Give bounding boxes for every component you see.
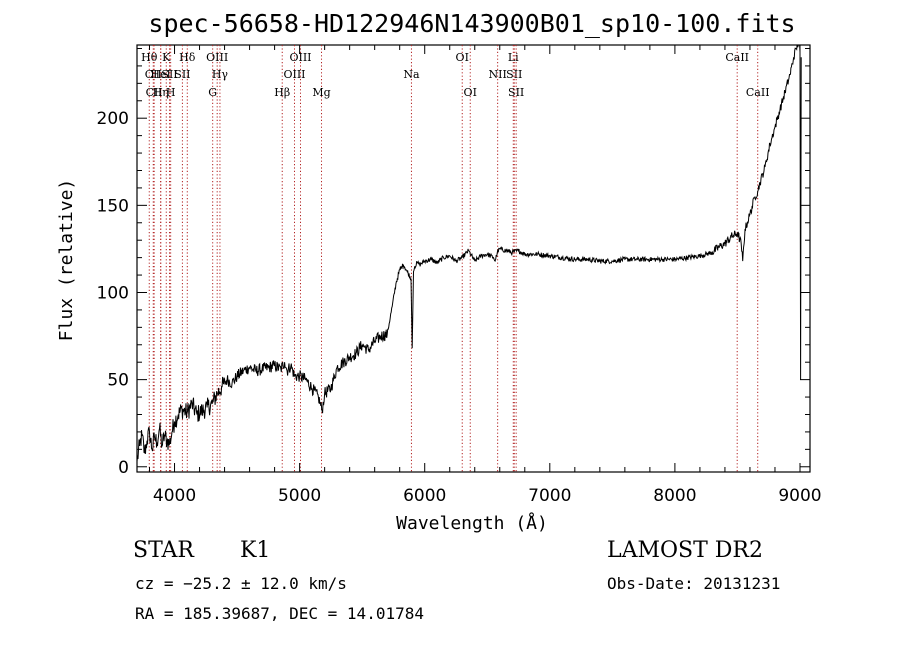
survey-name: LAMOST DR2 xyxy=(607,538,763,563)
obs-date-text: Obs-Date: 20131231 xyxy=(607,574,781,593)
line-marker-label: Hβ xyxy=(274,86,290,99)
line-marker-label: SII xyxy=(174,68,190,81)
x-tick-label: 4000 xyxy=(153,486,196,506)
line-marker-label: Mg xyxy=(312,86,330,99)
spectrum-chart: spec-56658-HD122946N143900B01_sp10-100.f… xyxy=(56,9,822,534)
x-tick-label: 8000 xyxy=(653,486,696,506)
redshift-text: cz = −25.2 ± 12.0 km/s xyxy=(135,574,347,593)
x-axis-label: Wavelength (Å) xyxy=(396,512,548,534)
x-tick-label: 7000 xyxy=(528,486,571,506)
line-marker-label: NII xyxy=(488,68,506,81)
line-marker-label: K xyxy=(162,51,171,64)
spectral-line-markers: HθCIICIIHeIHηKSIIHHδSIIGOIIIHγHβOIIIOIII… xyxy=(141,45,770,472)
series-layer xyxy=(137,45,802,462)
x-tick-label: 6000 xyxy=(403,486,446,506)
object-class: STAR xyxy=(133,538,194,563)
line-marker-label: Hδ xyxy=(179,51,196,64)
y-tick-label: 150 xyxy=(97,196,129,216)
line-marker-label: H xyxy=(166,86,176,99)
line-marker-label: Hγ xyxy=(212,68,229,81)
line-marker-label: OIII xyxy=(206,51,228,64)
line-marker-label: Na xyxy=(403,68,420,81)
y-tick-label: 100 xyxy=(97,283,129,303)
line-marker-label: CaII xyxy=(746,86,770,99)
axis-ticks: 4000 5000 6000 7000 8000 9000 0 50 100 150 200 xyxy=(97,45,822,506)
y-tick-label: 50 xyxy=(107,371,129,391)
line-marker-label: OI xyxy=(464,86,477,99)
x-tick-label: 5000 xyxy=(278,486,321,506)
line-marker-label: CaII xyxy=(725,51,749,64)
line-marker-label: OIII xyxy=(283,68,305,81)
spectrum-series-line xyxy=(137,45,802,462)
line-marker-label: SII xyxy=(506,68,522,81)
line-marker-label: HeI xyxy=(150,68,170,81)
plot-frame xyxy=(136,44,811,473)
y-tick-label: 0 xyxy=(118,458,129,478)
y-axis-label: Flux (relative) xyxy=(56,179,77,342)
line-marker-label: G xyxy=(208,86,217,99)
chart-title: spec-56658-HD122946N143900B01_sp10-100.f… xyxy=(148,9,795,38)
x-tick-label: 9000 xyxy=(778,486,821,506)
line-marker-label: OI xyxy=(456,51,469,64)
line-marker-label: Li xyxy=(508,51,519,64)
line-marker-label: CII xyxy=(145,68,162,81)
line-marker-label: SII xyxy=(161,68,177,81)
line-marker-label: Hθ xyxy=(141,51,158,64)
line-marker-label: OIII xyxy=(289,51,311,64)
line-marker-label: CII xyxy=(146,86,163,99)
object-subclass: K1 xyxy=(240,538,271,563)
coordinates-text: RA = 185.39687, DEC = 14.01784 xyxy=(135,604,424,623)
y-tick-label: 200 xyxy=(97,109,129,129)
line-marker-label: SII xyxy=(508,86,524,99)
line-marker-label: Hη xyxy=(153,86,169,99)
